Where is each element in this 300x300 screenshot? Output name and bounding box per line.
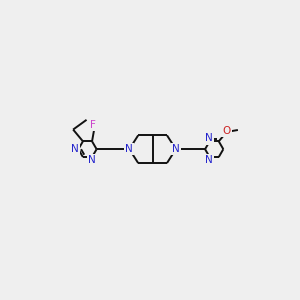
Text: F: F bbox=[90, 120, 96, 130]
Text: N: N bbox=[88, 155, 96, 165]
Text: N: N bbox=[172, 144, 180, 154]
Text: N: N bbox=[205, 133, 213, 143]
Text: N: N bbox=[71, 144, 79, 154]
Text: N: N bbox=[125, 144, 133, 154]
Text: N: N bbox=[205, 155, 213, 165]
Text: O: O bbox=[223, 126, 231, 136]
